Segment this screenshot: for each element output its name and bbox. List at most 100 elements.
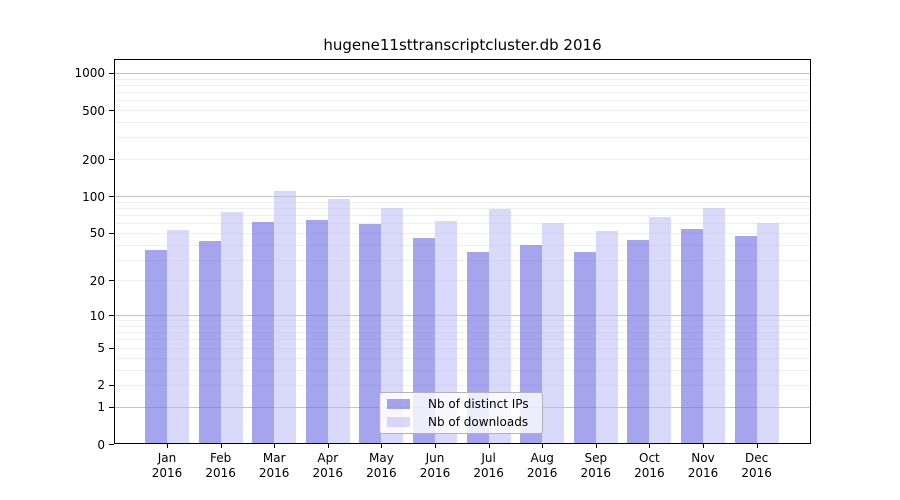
y-tick-mark-50 (109, 232, 114, 234)
gridline-8 (114, 325, 811, 327)
bar-downloads-mar (274, 191, 297, 444)
legend-swatch-downloads (387, 416, 410, 427)
gridline-80 (114, 207, 811, 209)
legend-swatch-distinct-ips (387, 399, 410, 410)
y-tick-mark-2 (109, 384, 114, 386)
gridline-300 (114, 137, 811, 139)
bar-downloads-jan (167, 229, 189, 444)
x-tick-mark-mar (274, 444, 276, 448)
x-tick-label-feb: Feb 2016 (205, 451, 236, 480)
legend-label-downloads: Nb of downloads (428, 414, 529, 429)
y-tick-mark-1 (109, 406, 114, 408)
gridline-100 (114, 196, 811, 198)
x-tick-mark-sep (595, 444, 597, 448)
x-tick-mark-aug (542, 444, 544, 448)
y-tick-mark-100 (109, 196, 114, 198)
bar-distinct-ips-apr (305, 219, 328, 444)
y-tick-mark-1000 (109, 72, 114, 74)
legend: Nb of distinct IPs Nb of downloads (379, 392, 543, 434)
x-tick-label-may: May 2016 (366, 451, 397, 480)
x-tick-label-oct: Oct 2016 (634, 451, 665, 480)
x-tick-mark-jun (435, 444, 436, 448)
x-tick-label-dec: Dec 2016 (741, 451, 772, 480)
x-tick-mark-apr (327, 444, 329, 448)
gridline-90 (114, 201, 811, 203)
bar-downloads-nov (703, 207, 725, 444)
gridline-3 (114, 369, 811, 371)
x-tick-mark-feb (220, 444, 222, 448)
gridline-400 (114, 122, 811, 124)
gridline-200 (114, 159, 811, 161)
bar-distinct-ips-dec (734, 236, 757, 444)
x-tick-label-sep: Sep 2016 (580, 451, 612, 480)
x-tick-label-jan: Jan 2016 (151, 451, 183, 480)
bar-distinct-ips-oct (627, 239, 650, 444)
y-tick-label-10: 10 (89, 308, 105, 323)
gridline-1000 (114, 72, 811, 74)
x-tick-label-jun: Jun 2016 (419, 451, 451, 480)
x-tick-label-nov: Nov 2016 (687, 451, 719, 480)
gridline-2 (114, 384, 811, 386)
x-tick-mark-dec (756, 444, 758, 448)
y-tick-label-100: 100 (82, 189, 105, 204)
x-tick-mark-oct (649, 444, 651, 448)
y-tick-label-200: 200 (82, 152, 105, 167)
bar-downloads-oct (649, 216, 672, 444)
gridline-600 (114, 100, 811, 102)
y-tick-label-5: 5 (97, 341, 105, 356)
y-tick-label-20: 20 (89, 273, 105, 288)
bar-downloads-aug (542, 223, 565, 444)
gridline-60 (114, 223, 811, 225)
x-tick-label-mar: Mar 2016 (258, 451, 290, 480)
bar-downloads-dec (756, 223, 779, 444)
gridline-4 (114, 357, 811, 359)
bar-distinct-ips-nov (681, 228, 703, 444)
gridline-30 (114, 259, 811, 261)
legend-item-downloads: Nb of downloads (386, 415, 536, 430)
gridline-5 (114, 347, 811, 349)
chart-title: hugene11sttranscriptcluster.db 2016 (323, 36, 602, 54)
gridline-20 (114, 280, 811, 282)
y-tick-label-500: 500 (82, 103, 105, 118)
gridline-500 (114, 110, 811, 112)
x-tick-mark-jul (488, 444, 490, 448)
y-tick-mark-200 (109, 159, 114, 161)
y-tick-label-0: 0 (97, 437, 105, 452)
gridline-800 (114, 84, 811, 86)
y-tick-label-1000: 1000 (74, 66, 105, 81)
bar-distinct-ips-mar (252, 222, 275, 444)
gridline-900 (114, 78, 811, 80)
bar-downloads-may (381, 207, 404, 444)
x-tick-label-jul: Jul 2016 (473, 451, 504, 480)
y-tick-label-50: 50 (89, 226, 105, 241)
bar-downloads-feb (220, 212, 243, 444)
gridline-50 (114, 232, 811, 234)
gridline-70 (114, 215, 811, 217)
bar-distinct-ips-sep (573, 251, 596, 444)
gridline-9 (114, 320, 811, 322)
x-tick-mark-jan (167, 444, 168, 448)
bar-downloads-jul (488, 208, 511, 444)
x-tick-mark-may (381, 444, 383, 448)
bar-distinct-ips-may (359, 224, 382, 444)
bar-distinct-ips-feb (198, 240, 221, 444)
gridline-6 (114, 339, 811, 341)
plot-area (114, 59, 811, 444)
x-tick-label-apr: Apr 2016 (312, 451, 344, 480)
x-tick-mark-nov (703, 444, 704, 448)
legend-label-distinct-ips: Nb of distinct IPs (428, 397, 529, 412)
y-tick-mark-10 (109, 315, 114, 317)
y-tick-label-2: 2 (97, 378, 105, 393)
y-tick-mark-0 (109, 444, 114, 445)
y-tick-mark-500 (109, 110, 114, 112)
gridline-40 (114, 244, 811, 246)
bar-distinct-ips-jan (145, 250, 167, 444)
gridline-7 (114, 332, 811, 334)
gridline-700 (114, 92, 811, 94)
bar-downloads-jun (435, 221, 457, 444)
gridline-10 (114, 315, 811, 317)
bar-downloads-sep (595, 230, 618, 444)
y-tick-label-1: 1 (97, 400, 105, 415)
x-tick-label-aug: Aug 2016 (526, 451, 558, 480)
